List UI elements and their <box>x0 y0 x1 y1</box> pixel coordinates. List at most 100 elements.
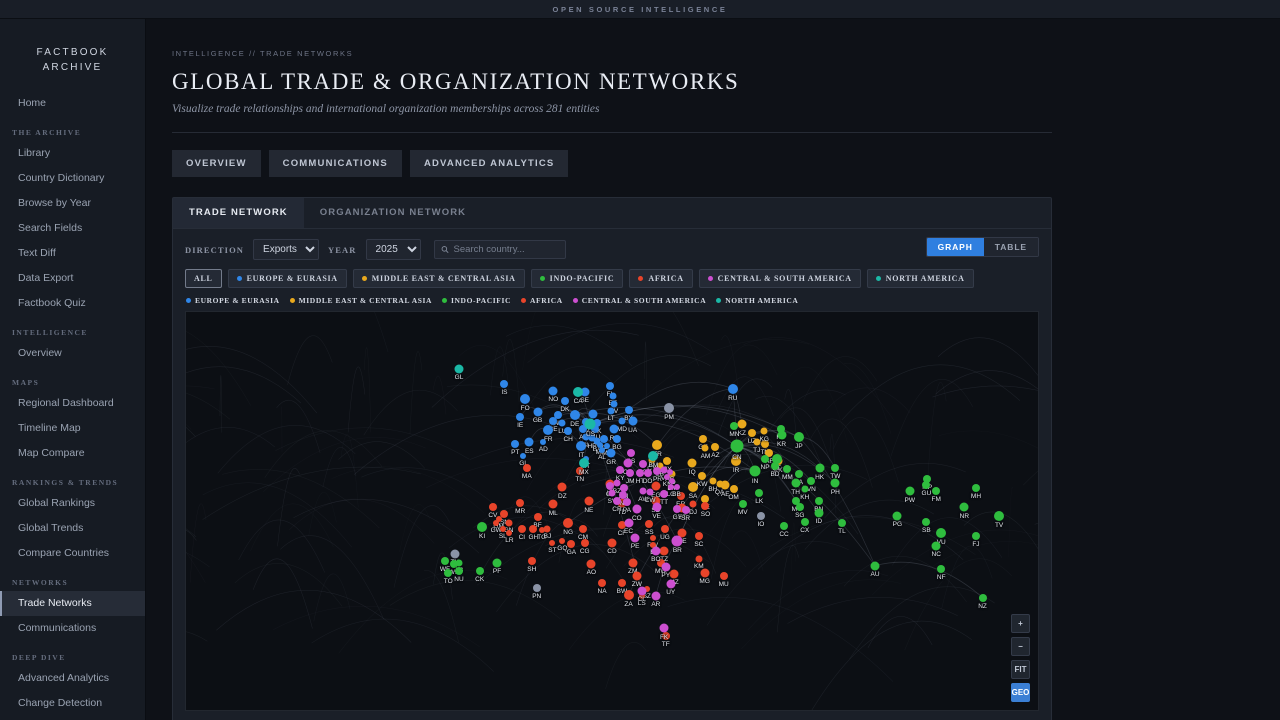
graph-node-mu[interactable] <box>720 572 728 580</box>
graph-node-cm[interactable] <box>579 525 587 533</box>
geo-button[interactable]: GEO <box>1011 683 1030 702</box>
graph-node-dz[interactable] <box>558 483 567 492</box>
graph-node-ug[interactable] <box>661 525 669 533</box>
graph-node-jp[interactable] <box>794 432 804 442</box>
graph-node-nu[interactable] <box>455 567 463 575</box>
graph-node-gi[interactable] <box>520 453 526 459</box>
graph-node-sl[interactable] <box>500 526 506 532</box>
graph-node-kr[interactable] <box>777 431 786 440</box>
graph-node-kw[interactable] <box>698 472 706 480</box>
graph-node-tz[interactable] <box>660 546 669 555</box>
filter-chip-africa[interactable]: AFRICA <box>629 269 692 288</box>
graph-node-is[interactable] <box>500 380 508 388</box>
graph-node-lk[interactable] <box>755 489 763 497</box>
graph-node-mr[interactable] <box>516 499 524 507</box>
graph-node-tw[interactable] <box>831 464 839 472</box>
graph-node-iq[interactable] <box>688 459 697 468</box>
tab-advanced-analytics[interactable]: ADVANCED ANALYTICS <box>410 150 569 177</box>
filter-chip-indo-pacific[interactable]: INDO-PACIFIC <box>531 269 624 288</box>
graph-node-ee[interactable] <box>609 392 616 399</box>
graph-node-vu[interactable] <box>936 528 946 538</box>
graph-node-gh[interactable] <box>529 525 537 533</box>
graph-node-cg[interactable] <box>581 539 589 547</box>
graph-node-kg[interactable] <box>761 428 768 435</box>
graph-node-tr[interactable] <box>652 440 662 450</box>
graph-node-bf[interactable] <box>534 513 542 521</box>
graph-node-ci[interactable] <box>518 525 526 533</box>
graph-node-ma[interactable] <box>523 464 531 472</box>
graph-node-mx[interactable] <box>579 458 589 468</box>
graph-node-lt[interactable] <box>608 407 615 414</box>
graph-node-ad[interactable] <box>540 439 546 445</box>
graph-node-sv[interactable] <box>609 490 616 497</box>
graph-node-to[interactable] <box>444 569 452 577</box>
fit-button[interactable]: FIT <box>1011 660 1030 679</box>
graph-node-np[interactable] <box>761 455 769 463</box>
year-select[interactable]: 202520242023 <box>366 239 421 260</box>
graph-node-mm[interactable] <box>783 465 791 473</box>
search-box[interactable] <box>434 240 566 259</box>
graph-node-mz[interactable] <box>670 569 679 578</box>
graph-node-bo[interactable] <box>651 546 660 555</box>
panel-tab-organization-network[interactable]: ORGANIZATION NETWORK <box>304 198 482 228</box>
graph-node-sb[interactable] <box>922 518 930 526</box>
graph-node-sa[interactable] <box>688 482 698 492</box>
graph-node-ve[interactable] <box>652 503 661 512</box>
sidebar-item-compare-countries[interactable]: Compare Countries <box>0 541 145 566</box>
filter-chip-middle-east-central-asia[interactable]: MIDDLE EAST & CENTRAL ASIA <box>353 269 525 288</box>
zoom-out-button[interactable]: − <box>1011 637 1030 656</box>
graph-node-lr[interactable] <box>506 530 512 536</box>
graph-node-bm[interactable] <box>648 451 658 461</box>
graph-node-gn[interactable] <box>505 519 512 526</box>
filter-chip-north-america[interactable]: NORTH AMERICA <box>867 269 974 288</box>
graph-node-tl[interactable] <box>838 519 846 527</box>
graph-node-ph[interactable] <box>831 479 840 488</box>
graph-node-be[interactable] <box>549 417 557 425</box>
graph-node-lu[interactable] <box>559 420 566 427</box>
sidebar-item-overview[interactable]: Overview <box>0 341 145 366</box>
graph-node-th[interactable] <box>791 479 800 488</box>
graph-node-dj[interactable] <box>690 501 697 508</box>
sidebar-item-trade-networks[interactable]: Trade Networks <box>0 591 145 616</box>
graph-node-ae[interactable] <box>721 481 730 490</box>
graph-node-km[interactable] <box>695 555 702 562</box>
graph-node-gq[interactable] <box>559 538 565 544</box>
graph-node-pf[interactable] <box>493 558 502 567</box>
graph-node-as[interactable] <box>455 559 462 566</box>
graph-node-gw[interactable] <box>493 520 499 526</box>
graph-node-nc[interactable] <box>932 541 941 550</box>
graph-node-bg[interactable] <box>613 435 621 443</box>
filter-chip-europe-eurasia[interactable]: EUROPE & EURASIA <box>228 269 347 288</box>
graph-node-gr[interactable] <box>607 449 616 458</box>
graph-node-de[interactable] <box>570 410 580 420</box>
graph-node-fi[interactable] <box>606 382 614 390</box>
graph-node-ar[interactable] <box>651 591 660 600</box>
graph-node-fo[interactable] <box>520 394 530 404</box>
graph-node-bb[interactable] <box>674 484 680 490</box>
graph-node-cv[interactable] <box>489 503 497 511</box>
graph-node-tj[interactable] <box>753 439 760 446</box>
graph-node-uy[interactable] <box>666 579 675 588</box>
graph-node-sh[interactable] <box>528 557 536 565</box>
graph-node-wf[interactable] <box>441 557 449 565</box>
graph-node-tc[interactable] <box>639 460 647 468</box>
graph-node-cn[interactable] <box>730 440 743 453</box>
graph-node-bs[interactable] <box>627 449 635 457</box>
graph-node-cx[interactable] <box>801 518 809 526</box>
sidebar-item-search-fields[interactable]: Search Fields <box>0 216 145 241</box>
sidebar-item-dissolved-states[interactable]: Dissolved States <box>0 716 145 720</box>
sidebar-item-regional-dashboard[interactable]: Regional Dashboard <box>0 391 145 416</box>
tab-overview[interactable]: OVERVIEW <box>172 150 261 177</box>
filter-chip-central-south-america[interactable]: CENTRAL & SOUTH AMERICA <box>699 269 861 288</box>
graph-node-us[interactable] <box>585 419 596 430</box>
graph-node-sg[interactable] <box>796 503 804 511</box>
graph-node-ro[interactable] <box>610 425 619 434</box>
graph-node-ne[interactable] <box>584 497 593 506</box>
graph-node-ml[interactable] <box>549 500 558 509</box>
graph-node-la[interactable] <box>795 470 803 478</box>
graph-node-id[interactable] <box>814 508 823 517</box>
graph-node-md[interactable] <box>618 418 625 425</box>
graph-node-no[interactable] <box>549 386 558 395</box>
graph-node-sr[interactable] <box>682 506 690 514</box>
graph-node-bn[interactable] <box>815 497 823 505</box>
